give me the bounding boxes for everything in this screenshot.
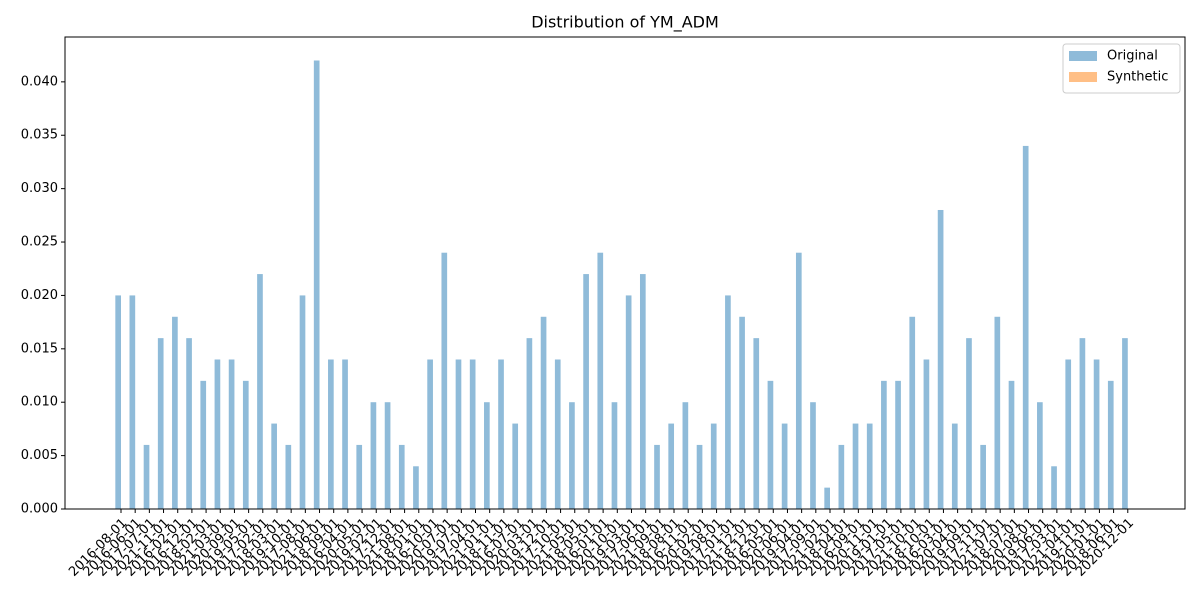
- bar: [455, 359, 462, 509]
- y-tick-label: 0.025: [21, 235, 58, 250]
- y-tick-label: 0.010: [21, 395, 58, 410]
- bar: [129, 295, 136, 509]
- bar: [895, 380, 901, 509]
- bar: [242, 380, 249, 509]
- legend: Original Synthetic: [1062, 43, 1181, 94]
- chart-title: Distribution of YM_ADM: [531, 13, 719, 33]
- bar: [583, 274, 589, 509]
- bar: [469, 359, 476, 509]
- plot-frame: [64, 36, 1186, 510]
- bar: [824, 487, 830, 509]
- bar: [710, 423, 717, 509]
- bar: [413, 466, 419, 509]
- bar: [866, 423, 873, 509]
- bar: [1022, 145, 1029, 509]
- bar: [881, 380, 887, 509]
- bar: [498, 359, 504, 509]
- bar: [398, 444, 405, 509]
- bar: [512, 423, 519, 509]
- bar: [739, 316, 745, 509]
- bar: [569, 402, 575, 509]
- bar: [838, 444, 845, 509]
- bar: [994, 316, 1001, 509]
- bar: [384, 402, 391, 509]
- y-tick-label: 0.005: [21, 448, 58, 463]
- bar: [767, 380, 774, 509]
- bar: [186, 338, 192, 509]
- y-tick-label: 0.015: [21, 341, 58, 356]
- bar: [682, 402, 689, 509]
- bar: [625, 295, 632, 509]
- bar: [725, 295, 731, 509]
- bar: [172, 316, 178, 509]
- bar: [441, 252, 448, 510]
- bar: [597, 252, 604, 510]
- y-tick-label: 0.000: [21, 502, 58, 517]
- bar: [1051, 466, 1057, 509]
- y-tick-label: 0.030: [21, 181, 58, 196]
- bar: [909, 316, 916, 509]
- bar: [356, 444, 363, 509]
- bar: [668, 423, 675, 509]
- y-tick-label: 0.020: [21, 288, 58, 303]
- bar: [1037, 402, 1043, 509]
- y-tick-label: 0.035: [21, 128, 58, 143]
- bar: [271, 423, 277, 509]
- bar: [342, 359, 348, 509]
- bar: [257, 274, 263, 509]
- bar: [753, 338, 760, 509]
- bar: [115, 295, 121, 509]
- bar: [951, 423, 958, 509]
- bar: [611, 402, 618, 509]
- bar: [923, 359, 930, 509]
- bar: [200, 380, 207, 509]
- legend-label: Synthetic: [1107, 70, 1168, 85]
- bar: [554, 359, 561, 509]
- bar: [781, 423, 788, 509]
- bar: [540, 316, 547, 509]
- bar: [484, 402, 490, 509]
- legend-swatch: [1069, 51, 1097, 61]
- bar: [228, 359, 235, 509]
- bar: [313, 60, 320, 509]
- bar: [795, 252, 802, 510]
- bar: [966, 338, 972, 509]
- bar: [639, 274, 646, 509]
- bar: [1122, 338, 1128, 509]
- bar: [157, 338, 164, 509]
- bar: [328, 359, 334, 509]
- bar: [654, 444, 660, 509]
- legend-swatch: [1069, 72, 1097, 82]
- bar: [1065, 359, 1072, 509]
- bar: [143, 444, 150, 509]
- bar: [370, 402, 377, 509]
- legend-label: Original: [1107, 49, 1158, 64]
- bar: [937, 209, 944, 509]
- bar: [1008, 380, 1015, 509]
- y-tick-label: 0.040: [21, 74, 58, 89]
- bar: [1107, 380, 1114, 509]
- bar: [427, 359, 433, 509]
- bar: [696, 444, 703, 509]
- bar: [299, 295, 306, 509]
- bar: [1079, 338, 1086, 509]
- bar: [285, 444, 292, 509]
- bar: [852, 423, 859, 509]
- bar: [980, 444, 986, 509]
- bar: [810, 402, 816, 509]
- bar: [214, 359, 221, 509]
- bar: [526, 338, 533, 509]
- bar: [1093, 359, 1100, 509]
